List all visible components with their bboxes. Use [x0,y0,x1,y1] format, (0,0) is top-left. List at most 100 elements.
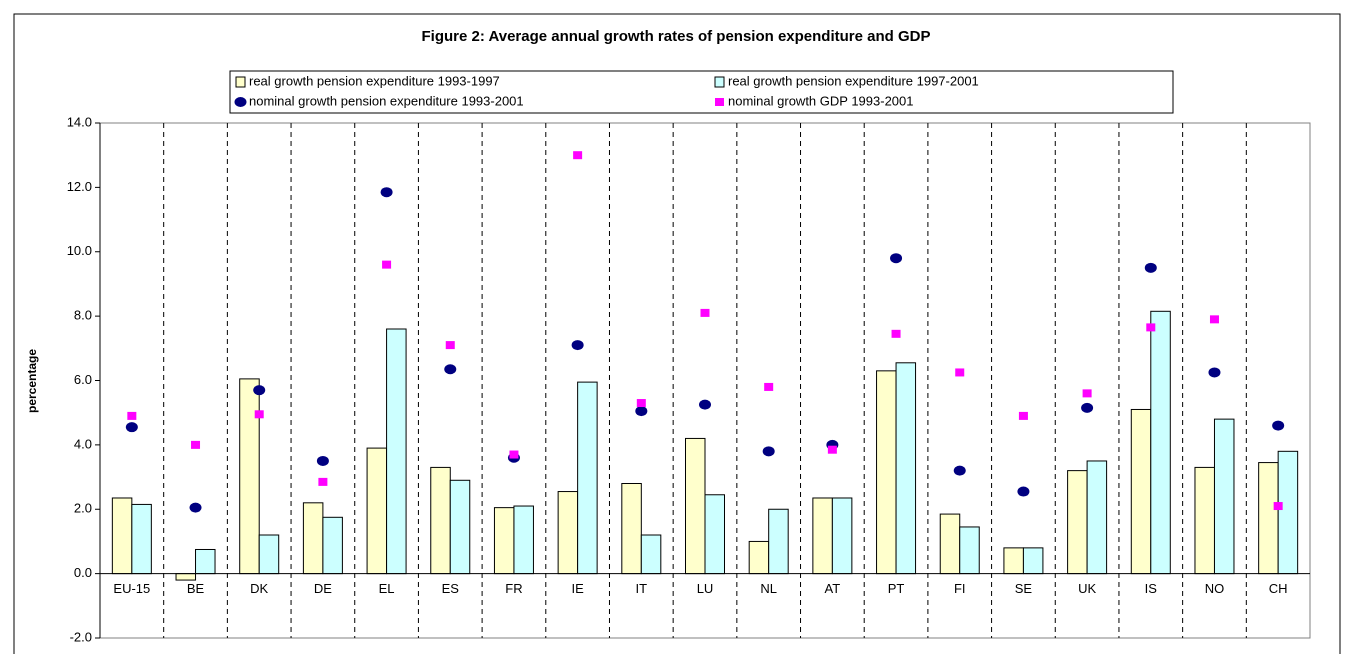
bar [1086,460,1108,575]
bar [195,548,216,575]
point [762,446,775,457]
bar [366,447,388,575]
x-tick-label: DK [250,581,268,596]
point [316,455,329,466]
y-tick-label: 0.0 [74,565,92,580]
point [1018,411,1028,420]
bar [557,491,579,575]
y-tick-label: 12.0 [67,179,92,194]
legend-swatch [234,97,247,107]
point [890,253,903,264]
bar [239,378,260,575]
bar [959,526,980,575]
bar [768,508,789,575]
point [1208,367,1221,378]
point [1272,420,1285,431]
bar [1258,462,1279,575]
x-tick-label: NL [760,581,777,596]
point [125,422,138,433]
point [891,329,901,338]
y-tick-label: 10.0 [67,243,92,258]
bar [386,328,407,575]
legend-swatch [715,98,724,106]
legend-box [229,70,1174,114]
point [635,406,648,417]
x-tick-label: CH [1269,581,1288,596]
point [445,341,455,350]
bar [876,370,897,575]
y-tick-label: 14.0 [67,114,92,129]
point [1082,389,1092,398]
bar [640,534,662,575]
point [1209,315,1219,324]
bar [895,362,917,575]
y-tick-label: -2.0 [70,629,92,644]
bar [939,513,961,575]
bar [1150,310,1171,575]
bar [1022,547,1044,575]
bar [1003,547,1024,575]
bar [1213,418,1235,575]
point [953,465,966,476]
bar [577,381,598,575]
legend-label: nominal growth pension expenditure 1993-… [249,93,524,108]
x-tick-label: BE [187,581,205,596]
y-tick-label: 6.0 [74,372,92,387]
x-tick-label: IT [636,581,648,596]
point [636,399,646,408]
point [444,364,457,375]
bar [621,483,642,575]
point [1273,502,1283,511]
bar [513,505,534,575]
point [573,151,583,160]
x-tick-label: FI [954,581,966,596]
point [254,410,264,419]
bar [322,516,343,575]
bar [111,497,133,575]
x-tick-label: EL [379,581,395,596]
point [253,385,266,396]
point [955,368,965,377]
bar [1194,466,1215,575]
x-tick-label: ES [442,581,460,596]
point [1081,402,1094,413]
legend-swatch [714,76,725,88]
point [127,411,137,420]
point [764,382,774,391]
bar [748,540,770,575]
x-tick-label: IE [571,581,584,596]
x-tick-label: PT [888,581,905,596]
point [318,477,328,486]
bar [685,437,706,575]
bar [449,479,471,575]
point [700,308,710,317]
point [1017,486,1030,497]
bar [1067,470,1088,575]
x-tick-label: EU-15 [113,581,150,596]
bar [1130,408,1152,575]
x-tick-label: SE [1015,581,1033,596]
point [380,187,393,198]
point [699,399,711,410]
point [1144,262,1157,273]
chart-title: Figure 2: Average annual growth rates of… [422,28,931,45]
bar [175,573,197,581]
bar [131,503,152,575]
x-tick-label: AT [825,581,841,596]
y-tick-label: 2.0 [74,501,92,516]
bar [1277,450,1299,575]
bar [812,497,833,575]
point [382,260,392,269]
legend-label: real growth pension expenditure 1997-200… [728,73,979,88]
x-tick-label: UK [1078,581,1096,596]
legend-label: nominal growth GDP 1993-2001 [728,93,914,108]
x-tick-label: LU [697,581,714,596]
point [189,502,202,513]
bar [430,466,451,575]
point [1146,323,1156,332]
x-tick-label: DE [314,581,332,596]
y-tick-label: 4.0 [74,436,92,451]
x-tick-label: NO [1205,581,1225,596]
point [509,450,519,459]
